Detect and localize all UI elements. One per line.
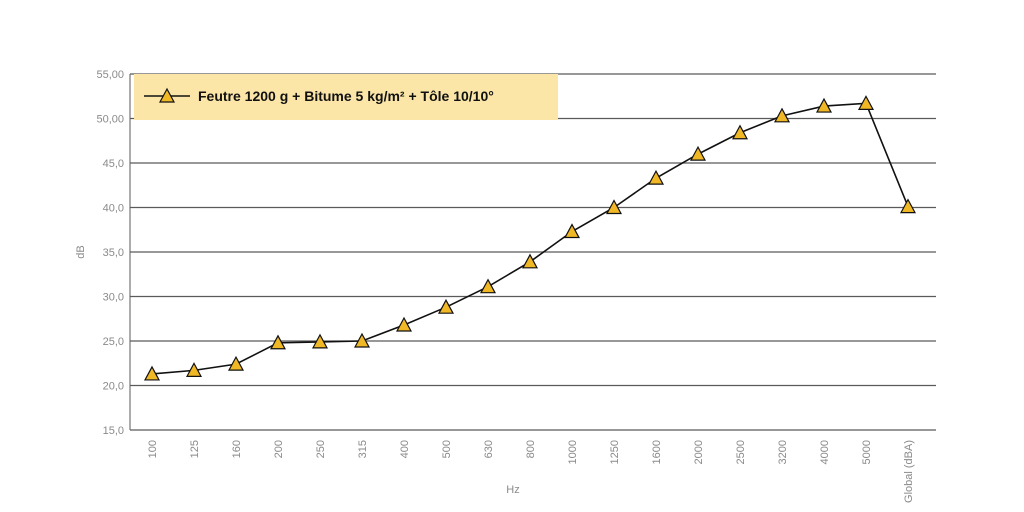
- data-point-2000: [689, 145, 707, 161]
- series-feutre-bitume-tole: [143, 95, 917, 381]
- data-point-315: [353, 332, 371, 348]
- x-tick-label: 100: [147, 440, 159, 458]
- data-point-500: [437, 298, 455, 314]
- legend-label: Feutre 1200 g + Bitume 5 kg/m² + Tôle 10…: [198, 88, 494, 104]
- data-point-4000: [815, 97, 833, 113]
- data-point-1000: [563, 223, 581, 239]
- y-tick-label: 45,0: [103, 158, 124, 170]
- x-tick-label: 315: [357, 440, 369, 458]
- x-tick-label: 500: [441, 440, 453, 458]
- y-tick-label: 40,0: [103, 203, 124, 215]
- data-point-250: [311, 333, 329, 349]
- x-tick-label: 800: [525, 440, 537, 458]
- y-tick-label: 55,00: [96, 69, 124, 81]
- data-point-global-dba-: [899, 198, 917, 214]
- x-tick-label: 160: [231, 440, 243, 458]
- x-axis-ticks: 100 125 160 200 250 315 400 500 630 800 1000 1250 16…: [147, 440, 915, 503]
- data-point-200: [269, 334, 287, 350]
- data-point-100: [143, 365, 161, 381]
- x-tick-label: 400: [399, 440, 411, 458]
- legend-marker-triangle: [158, 87, 176, 103]
- x-tick-label: 5000: [861, 440, 873, 464]
- data-point-2500: [731, 124, 749, 140]
- data-point-1600: [647, 169, 665, 185]
- series-line: [151, 102, 909, 375]
- legend-box: [134, 74, 558, 120]
- x-tick-label: 200: [273, 440, 285, 458]
- y-tick-label: 50,00: [96, 114, 124, 126]
- y-tick-label: 25,0: [103, 336, 124, 348]
- y-axis-ticks: 15,0 20,0 25,0 30,0 35,0 40,0 45,0 50,00 55,00: [96, 69, 124, 437]
- x-tick-label: 2000: [693, 440, 705, 464]
- data-point-160: [227, 355, 245, 371]
- x-tick-label: 250: [315, 440, 327, 458]
- y-axis-title: dB: [75, 245, 87, 258]
- x-tick-label: 4000: [819, 440, 831, 464]
- x-tick-label: 1250: [609, 440, 621, 464]
- x-tick-label: 630: [483, 440, 495, 458]
- x-tick-label: 1000: [567, 440, 579, 464]
- x-tick-label: 1600: [651, 440, 663, 464]
- x-tick-label: 125: [189, 440, 201, 458]
- x-tick-label: 3200: [777, 440, 789, 464]
- data-point-125: [185, 362, 203, 377]
- data-point-630: [479, 278, 497, 294]
- data-point-800: [521, 253, 539, 269]
- data-point-3200: [773, 107, 791, 123]
- grid: [129, 73, 936, 431]
- data-point-5000: [857, 95, 875, 110]
- x-tick-label: Global (dBA): [903, 440, 915, 503]
- y-tick-label: 15,0: [103, 425, 124, 437]
- y-tick-label: 20,0: [103, 381, 124, 393]
- y-tick-label: 35,0: [103, 247, 124, 259]
- x-axis-title: Hz: [506, 484, 519, 496]
- data-point-400: [395, 316, 413, 332]
- y-tick-label: 30,0: [103, 292, 124, 304]
- x-tick-label: 2500: [735, 440, 747, 464]
- data-point-1250: [605, 199, 623, 215]
